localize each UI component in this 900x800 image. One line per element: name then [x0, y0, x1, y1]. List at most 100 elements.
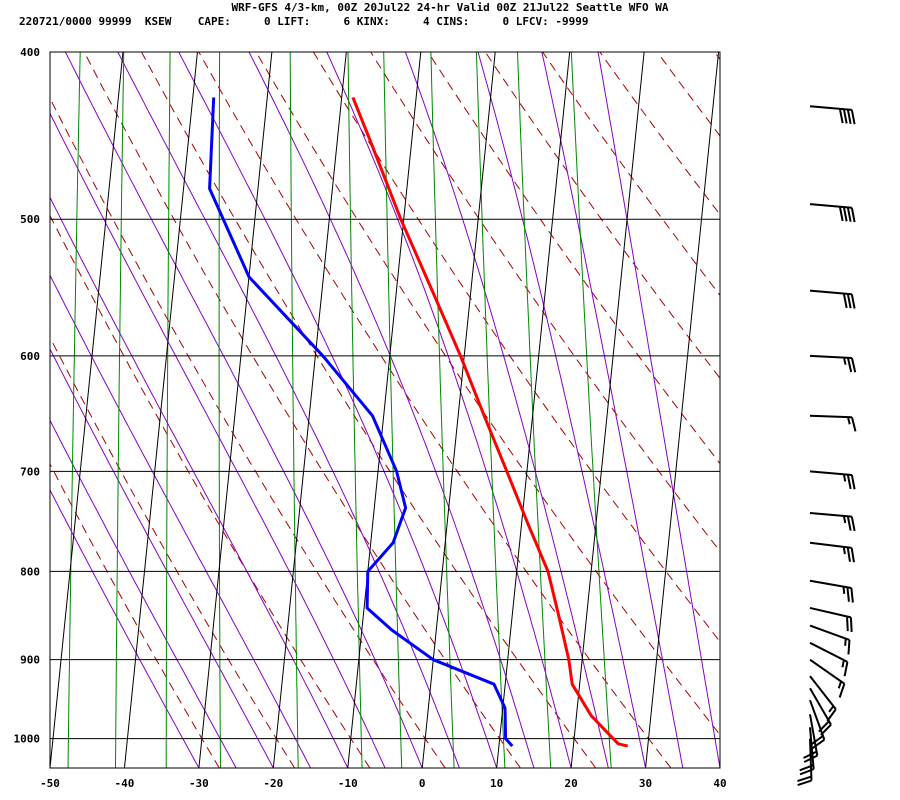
dry-adiabat	[656, 52, 720, 137]
dry-adiabat	[50, 336, 296, 768]
wind-barb	[809, 414, 857, 432]
wind-barb	[809, 511, 856, 532]
wind-barb	[809, 687, 832, 736]
dry-adiabat	[50, 214, 371, 768]
mixing-ratio-line	[115, 52, 125, 768]
barb-flag	[846, 547, 851, 562]
isotherm	[347, 52, 422, 768]
barb-staff	[809, 727, 815, 770]
barb-half-flag	[842, 546, 846, 555]
pressure-tick-label: 400	[20, 46, 40, 59]
barb-flag	[846, 109, 852, 124]
moist-adiabat	[50, 419, 237, 768]
wind-barb	[803, 714, 819, 763]
barb-flag	[799, 764, 814, 772]
chart-title: WRF-GFS 4/3-km, 00Z 20Jul22 24-hr Valid …	[231, 1, 669, 14]
wind-barb	[809, 105, 856, 125]
dry-adiabat	[141, 52, 597, 768]
barb-staff	[809, 675, 837, 710]
isotherm	[719, 763, 720, 768]
barb-half-flag	[847, 416, 851, 425]
dry-adiabat	[312, 52, 720, 643]
barb-flag	[803, 754, 818, 763]
barb-flag	[797, 779, 812, 787]
moist-adiabat	[50, 348, 274, 768]
barb-half-flag	[842, 357, 847, 365]
barb-flag	[846, 207, 852, 222]
axis-labels: 400 500 600 700 800 900 1000 -50 -40 -30 -20 -10 0 10…	[14, 46, 727, 790]
wind-barb	[809, 203, 856, 223]
barb-staff	[809, 354, 852, 360]
wind-barb	[809, 579, 854, 603]
dry-adiabat	[427, 52, 720, 465]
barb-flag	[818, 720, 830, 733]
barb-half-flag	[841, 659, 845, 668]
moist-adiabat	[178, 52, 498, 768]
barb-flag	[846, 474, 852, 490]
barb-staff	[809, 658, 845, 685]
temperature-tick-label: 0	[419, 777, 426, 790]
dewpoint-profile	[208, 97, 514, 748]
moist-adiabat	[326, 52, 572, 768]
barb-flag	[846, 516, 852, 531]
wind-barb	[809, 470, 856, 490]
dry-adiabat	[886, 52, 900, 768]
temperature-profile	[351, 96, 629, 748]
barb-staff	[809, 606, 852, 619]
barb-staff	[809, 289, 852, 296]
barb-flag	[810, 735, 824, 746]
barb-staff	[809, 511, 852, 518]
barb-flag	[849, 617, 853, 633]
temperature-tick-label: 40	[713, 777, 726, 790]
wind-barb	[809, 354, 857, 373]
temperature-tick-label: 30	[639, 777, 652, 790]
barb-flag	[846, 293, 852, 309]
dry-adiabat	[772, 52, 900, 768]
isotherm	[50, 52, 124, 768]
temperature-tick-label: -20	[263, 777, 283, 790]
barb-flag	[820, 723, 832, 736]
barb-flag	[851, 417, 857, 432]
dry-adiabat	[50, 462, 220, 768]
barb-flag	[826, 708, 837, 722]
mixing-ratio-line	[347, 52, 363, 768]
dry-adiabat	[370, 52, 720, 553]
barb-staff	[809, 203, 852, 209]
barb-flag	[842, 206, 848, 222]
mixing-ratio-line	[165, 52, 171, 768]
barb-flag	[850, 474, 856, 490]
mixing-ratio-line	[517, 52, 552, 768]
mixing-ratio-line	[475, 52, 506, 768]
isotherm	[198, 52, 273, 768]
barb-flag	[838, 206, 844, 222]
pressure-tick-label: 500	[20, 213, 40, 226]
grid	[50, 52, 720, 768]
profiles	[208, 96, 629, 748]
barb-flag	[850, 516, 856, 532]
barb-flag	[850, 587, 854, 603]
thermo-background	[50, 52, 900, 768]
barb-staff	[809, 641, 848, 663]
barb-staff	[809, 624, 850, 641]
moist-adiabat	[597, 52, 720, 768]
barb-staff	[809, 714, 819, 756]
barb-flag	[846, 357, 853, 373]
dry-adiabat	[198, 52, 672, 768]
moist-adiabat	[541, 52, 684, 768]
dry-adiabat	[599, 52, 720, 216]
isotherm	[123, 52, 198, 768]
wind-barb	[799, 727, 815, 776]
barb-flag	[843, 661, 849, 677]
barb-flag	[842, 108, 848, 124]
pressure-tick-label: 1000	[14, 733, 41, 746]
barb-half-flag	[828, 705, 835, 713]
isotherm	[570, 52, 645, 768]
temperature-tick-label: -50	[40, 777, 60, 790]
barb-flag	[850, 207, 856, 223]
dry-adiabat	[255, 52, 720, 736]
pressure-tick-label: 600	[20, 350, 40, 363]
mixing-ratio-line	[383, 52, 403, 768]
barb-flag	[850, 357, 857, 373]
isotherm	[496, 52, 571, 768]
wind-barb	[809, 289, 856, 309]
